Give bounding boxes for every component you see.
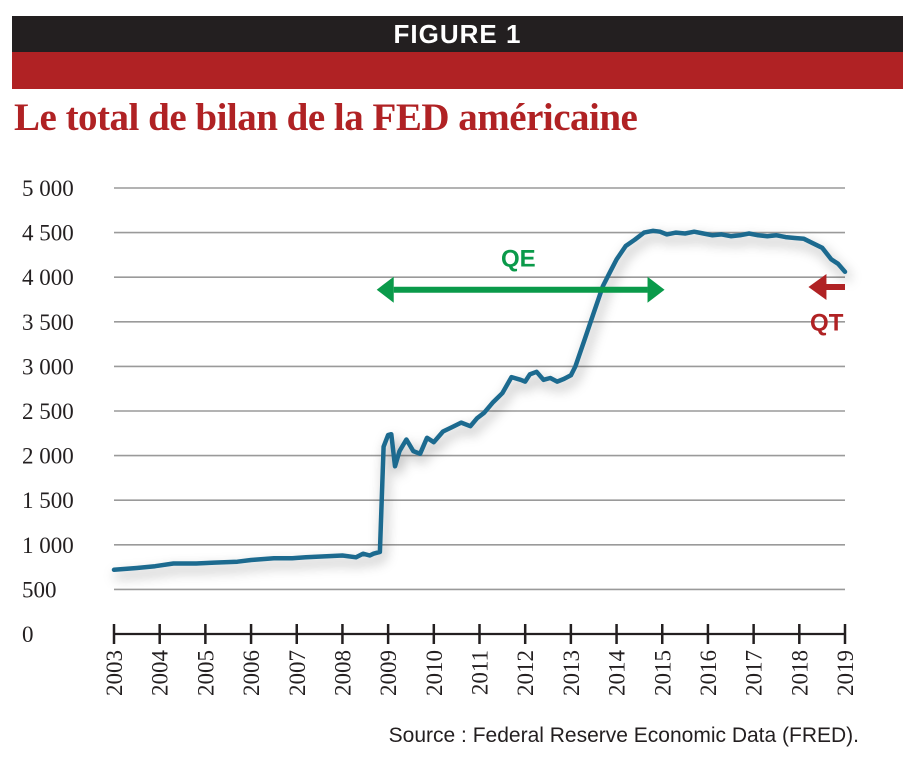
x-tick-label: 2005 [193, 650, 218, 696]
x-tick-label: 2004 [148, 650, 173, 697]
x-tick-label: 2016 [696, 650, 721, 696]
x-tick-label: 2010 [422, 650, 447, 696]
axis-layer: 0 500 1 000 1 500 2 000 2 500 3 000 3 500 4 000 4… [22, 176, 858, 696]
source-note: Source : Federal Reserve Economic Data (… [388, 724, 859, 747]
x-tick-label: 2017 [742, 650, 767, 696]
x-tick-label: 2008 [330, 650, 355, 696]
x-tick-label: 2018 [787, 650, 812, 696]
y-tick-label: 2 500 [22, 399, 74, 424]
x-tick-label: 2003 [102, 650, 127, 696]
figure-label: FIGURE 1 [12, 16, 903, 52]
x-tick-label: 2009 [376, 650, 401, 696]
x-tick-label: 2015 [650, 650, 675, 696]
x-tick-label: 2007 [285, 650, 310, 696]
chart-title: Le total de bilan de la FED américaine [14, 96, 638, 139]
x-tick-label: 2019 [833, 650, 858, 696]
series-line [111, 228, 848, 573]
y-tick-label: 2 000 [22, 444, 74, 469]
y-tick-label: 4 000 [22, 265, 74, 290]
y-tick-label: 3 500 [22, 310, 74, 335]
grid-layer [114, 187, 845, 591]
x-tick-label: 2012 [513, 650, 538, 696]
y-tick-label: 4 500 [22, 221, 74, 246]
x-tick-label: 2013 [559, 650, 584, 696]
qe-arrow-head-right [647, 276, 665, 303]
header-band [12, 52, 903, 89]
qt-label: QT [810, 310, 844, 337]
y-tick-label: 3 000 [22, 354, 74, 379]
qe-label: QE [501, 245, 536, 272]
x-tick-label: 2011 [468, 650, 493, 695]
y-tick-label: 0 [22, 622, 34, 647]
x-tick-label: 2006 [239, 650, 264, 696]
y-tick-label: 500 [22, 577, 57, 602]
y-tick-label: 1 500 [22, 488, 74, 513]
series-layer [111, 228, 848, 573]
y-tick-label: 5 000 [22, 176, 74, 201]
y-tick-label: 1 000 [22, 533, 74, 558]
x-tick-label: 2014 [605, 650, 630, 697]
annotation-layer: QE QT [376, 245, 845, 337]
qt-arrow-head [808, 274, 827, 301]
qe-arrow-head-left [376, 276, 394, 303]
